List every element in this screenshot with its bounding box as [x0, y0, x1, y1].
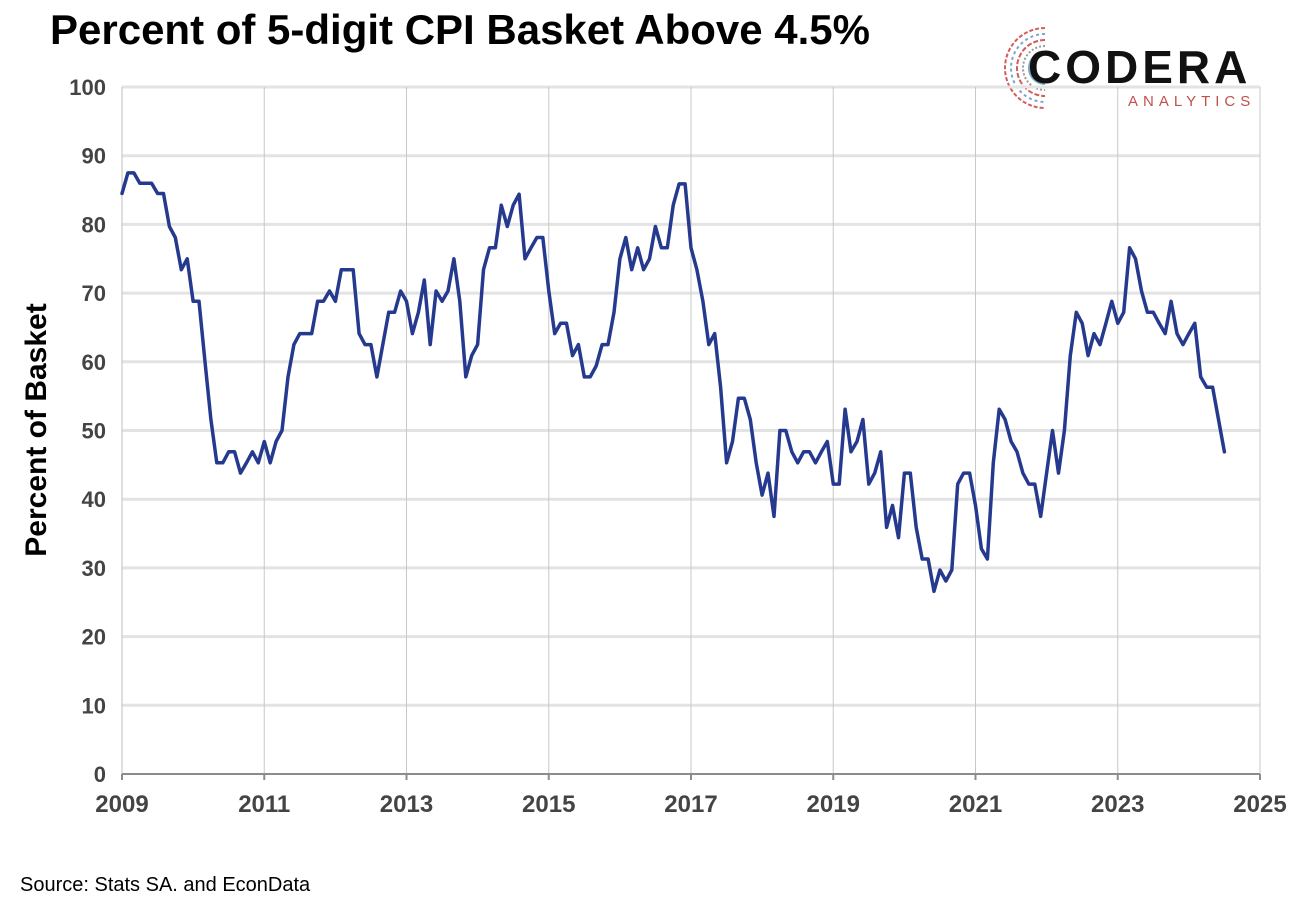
source-note: Source: Stats SA. and EconData	[20, 874, 311, 896]
x-tick-label-2017: 2017	[664, 791, 717, 818]
y-axis-tick-labels: 0 10 20 30 40 50 60 70 80 90 100	[69, 75, 106, 787]
y-tick-label-100: 100	[69, 75, 106, 100]
y-tick-label-90: 90	[82, 144, 106, 169]
series-layer	[120, 171, 1227, 594]
x-tick-label-2019: 2019	[807, 791, 860, 818]
logo-emblem-icon	[1004, 27, 1046, 109]
y-tick-label-60: 60	[82, 350, 106, 375]
y-tick-label-10: 10	[82, 693, 106, 718]
x-tick-label-2023: 2023	[1091, 791, 1144, 818]
x-tick-label-2025: 2025	[1233, 791, 1286, 818]
logo-wordmark: CODERA	[1028, 41, 1251, 93]
x-tick-label-2009: 2009	[95, 791, 148, 818]
x-tick-label-2013: 2013	[380, 791, 433, 818]
codera-logo: CODERA ANALYTICS	[1004, 27, 1255, 110]
y-tick-label-70: 70	[82, 281, 106, 306]
chart-title: Percent of 5-digit CPI Basket Above 4.5%	[50, 6, 871, 53]
logo-tagline: ANALYTICS	[1128, 93, 1255, 110]
x-tick-label-2021: 2021	[949, 791, 1002, 818]
y-tick-label-40: 40	[82, 487, 106, 512]
chart-axes	[121, 87, 1261, 780]
y-tick-label-80: 80	[82, 212, 106, 237]
x-axis-tick-labels: 2009 2011 2013 2015 2017 2019 2021 2023 2025	[95, 791, 1286, 818]
series-line-0	[120, 171, 1227, 594]
x-tick-label-2011: 2011	[238, 791, 290, 818]
y-tick-label-50: 50	[82, 419, 106, 444]
vertical-gridlines	[263, 87, 1261, 774]
y-tick-label-30: 30	[82, 556, 106, 581]
y-tick-label-0: 0	[94, 762, 106, 787]
x-tick-label-2015: 2015	[522, 791, 575, 818]
y-axis-label: Percent of Basket	[20, 303, 53, 556]
y-tick-label-20: 20	[82, 625, 106, 650]
